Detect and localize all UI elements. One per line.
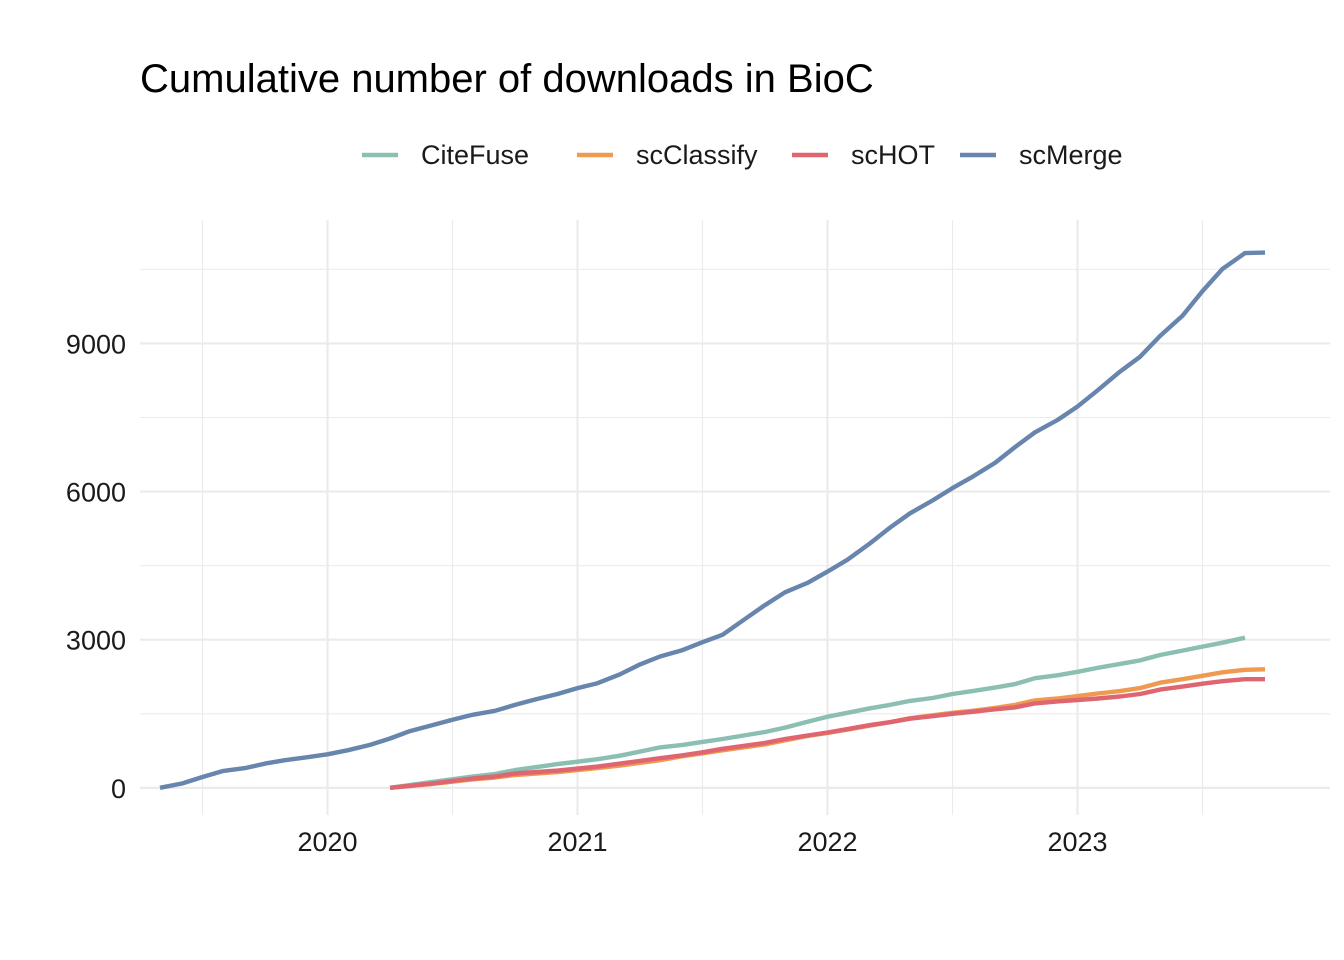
legend-label-scmerge: scMerge — [1019, 140, 1123, 170]
major-gridlines — [140, 220, 1330, 815]
legend-label-scclassify: scClassify — [636, 140, 758, 170]
minor-gridlines — [140, 220, 1330, 815]
x-axis-tick-labels: 2020 2021 2022 2023 — [297, 827, 1107, 857]
legend-label-schot: scHOT — [851, 140, 935, 170]
chart-title: Cumulative number of downloads in BioC — [140, 57, 874, 101]
x-tick-label: 2021 — [547, 827, 607, 857]
y-tick-label: 6000 — [66, 478, 126, 508]
legend: CiteFuse scClassify scHOT scMerge — [362, 140, 1123, 170]
series-line-scmerge — [159, 250, 1266, 790]
x-tick-label: 2023 — [1047, 827, 1107, 857]
series-line-citefuse — [389, 635, 1246, 790]
series-lines — [159, 250, 1266, 790]
y-tick-label: 9000 — [66, 329, 126, 359]
x-tick-label: 2022 — [797, 827, 857, 857]
x-tick-label: 2020 — [297, 827, 357, 857]
series-line-schot — [389, 677, 1265, 790]
y-tick-label: 3000 — [66, 626, 126, 656]
legend-label-citefuse: CiteFuse — [421, 140, 529, 170]
y-axis-tick-labels: 0 3000 6000 9000 — [66, 329, 126, 803]
y-tick-label: 0 — [111, 774, 126, 804]
